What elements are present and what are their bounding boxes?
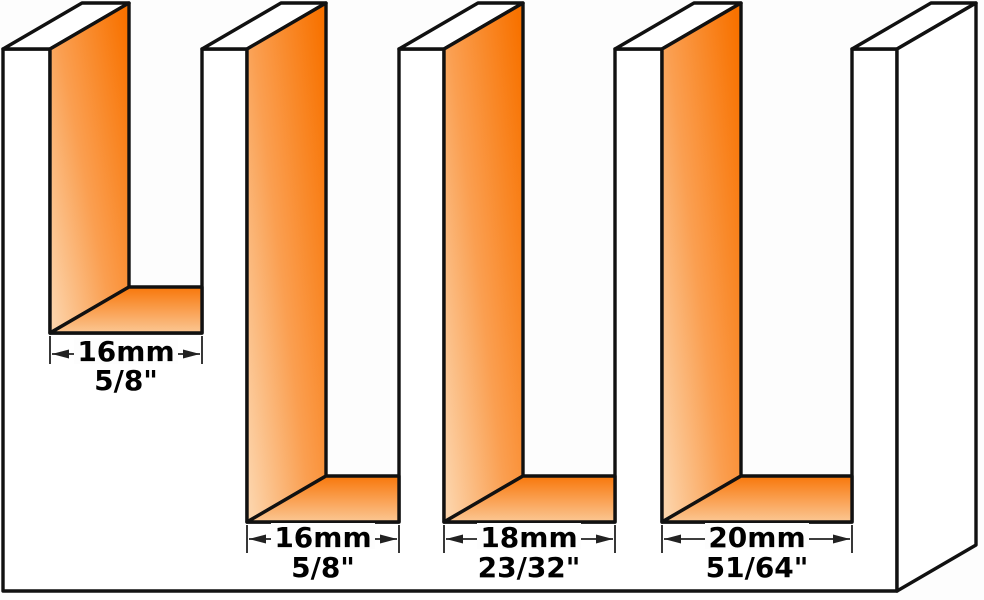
extension-lines: [246, 525, 400, 553]
arrow-left-icon: [446, 534, 463, 544]
imperial-label: 5/8": [291, 551, 355, 584]
dimension-groove-1: 16mm 5/8": [49, 335, 203, 397]
arrow-left-icon: [52, 349, 69, 359]
groove-3-side-wall: [442, 1, 525, 524]
board-right-face: [895, 1, 978, 593]
imperial-label: 51/64": [706, 551, 809, 584]
metric-label: 16mm: [77, 335, 174, 368]
dimension-groove-3: 18mm 23/32": [443, 521, 616, 584]
groove-4-side-wall: [660, 1, 743, 524]
label-backdrop: [74, 338, 178, 364]
arrow-left-icon: [664, 534, 681, 544]
groove-3-floor: [442, 474, 617, 524]
groove-1-side-wall: [48, 1, 131, 335]
groove-2-floor: [245, 474, 401, 524]
metric-label: 20mm: [708, 521, 805, 554]
dimension-groove-2: 16mm 5/8": [246, 521, 400, 584]
imperial-label: 23/32": [478, 551, 581, 584]
arrow-right-icon: [833, 534, 850, 544]
arrow-right-icon: [183, 349, 200, 359]
label-backdrop: [271, 523, 375, 549]
dimension-groove-4: 20mm 51/64": [661, 521, 853, 584]
arrow-right-icon: [380, 534, 397, 544]
arrow-right-icon: [596, 534, 613, 544]
metric-label: 18mm: [480, 521, 577, 554]
label-backdrop: [477, 523, 581, 549]
arrow-left-icon: [249, 534, 266, 544]
extension-lines: [661, 525, 853, 553]
extension-lines: [49, 336, 203, 364]
extension-lines: [443, 525, 616, 553]
groove-1-floor: [48, 285, 204, 335]
imperial-label: 5/8": [94, 364, 158, 397]
groove-2-side-wall: [245, 1, 328, 524]
label-backdrop: [705, 523, 809, 549]
metric-label: 16mm: [274, 521, 371, 554]
groove-4-floor: [660, 474, 854, 524]
